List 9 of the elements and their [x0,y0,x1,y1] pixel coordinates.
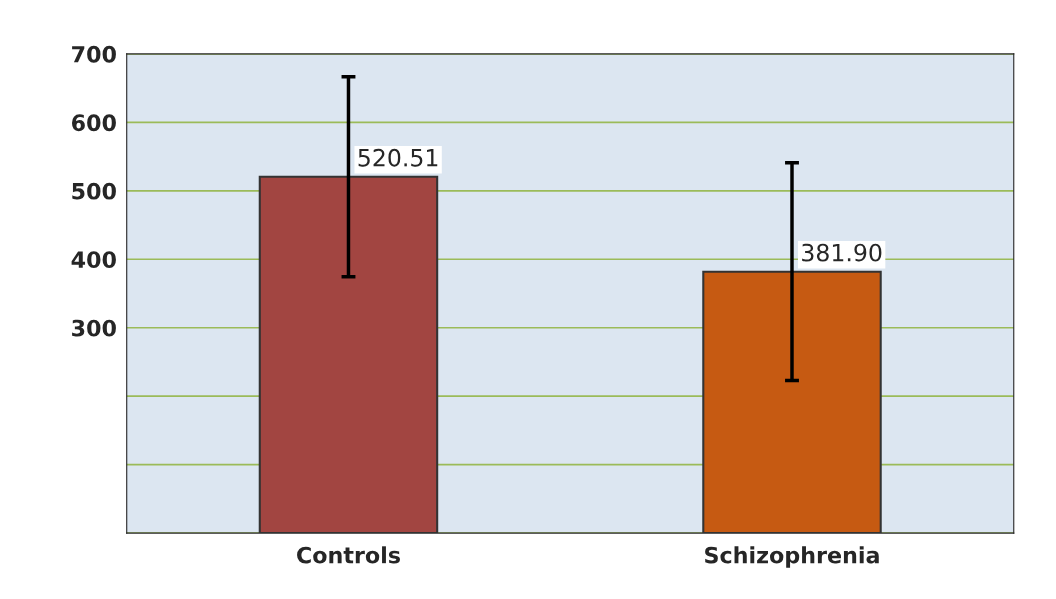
y-tick-label: 400 [71,251,116,269]
x-tick-label: Schizophrenia [705,546,879,568]
data-label: 381.90 [802,243,882,262]
y-tick-label: 600 [71,114,116,132]
data-label: 520.51 [358,148,438,167]
y-tick-label: 300 [72,319,116,337]
x-tick-label: Controls [297,546,400,564]
y-tick-label: 700 [72,45,116,63]
y-tick-label: 500 [72,182,116,200]
